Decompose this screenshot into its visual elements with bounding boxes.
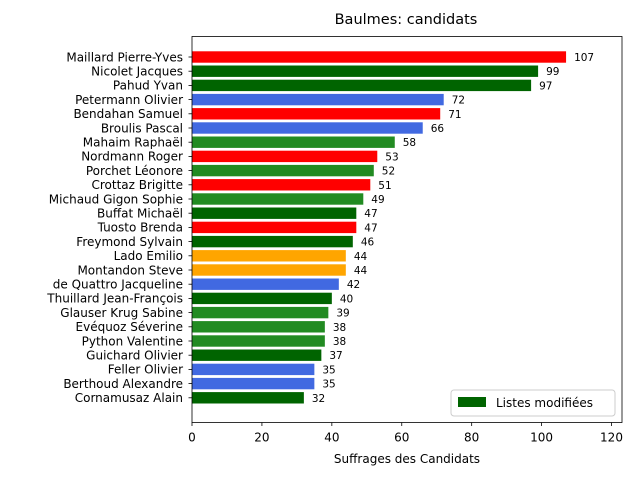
y-tick-label: Mahaim Raphaël	[83, 136, 183, 150]
plot-frame	[191, 36, 623, 423]
bar	[192, 264, 346, 276]
bar	[192, 164, 374, 177]
x-tick-label: 80	[464, 431, 479, 445]
bar	[192, 122, 423, 134]
legend-box	[450, 389, 616, 417]
x-tick-label: 100	[530, 431, 553, 445]
bar	[192, 278, 339, 290]
y-tick-label: Glauser Krug Sabine	[60, 306, 183, 320]
value-label: 37	[329, 350, 342, 362]
bar	[192, 93, 444, 106]
y-tick-label: Nicolet Jacques	[91, 65, 183, 79]
value-label: 35	[322, 364, 335, 376]
bar	[192, 207, 357, 219]
y-tick-label: Feller Olivier	[108, 363, 183, 377]
x-tick-label: 40	[324, 431, 339, 445]
bar	[192, 221, 357, 234]
bar	[192, 363, 315, 376]
bar	[192, 79, 532, 92]
bar	[192, 392, 304, 404]
bar	[192, 377, 315, 390]
value-label: 53	[385, 151, 398, 163]
bar	[192, 306, 329, 319]
legend-swatch	[458, 397, 486, 407]
bar	[192, 179, 371, 191]
bar	[192, 335, 325, 347]
y-tick-label: Evéquoz Séverine	[76, 320, 183, 334]
y-tick-label: Freymond Sylvain	[76, 235, 183, 249]
value-label: 32	[312, 393, 325, 405]
bar	[192, 193, 364, 205]
y-tick-label: Crottaz Brigitte	[91, 178, 183, 192]
y-tick-label: Berthoud Alexandre	[63, 377, 183, 391]
value-label: 49	[371, 194, 384, 206]
bar	[192, 292, 332, 305]
bar	[192, 150, 378, 163]
x-tick-label: 60	[394, 431, 409, 445]
legend-label: Listes modifiées	[496, 396, 593, 410]
x-tick-label: 0	[188, 431, 196, 445]
value-label: 39	[336, 308, 349, 320]
value-label: 47	[364, 208, 377, 220]
value-label: 44	[354, 265, 368, 277]
y-tick-label: Tuosto Brenda	[97, 221, 183, 235]
value-label: 51	[378, 180, 391, 192]
y-tick-label: Cornamusaz Alain	[75, 391, 183, 405]
value-label: 42	[347, 279, 360, 291]
y-tick-label: Lado Emilio	[114, 249, 183, 263]
value-label: 58	[403, 137, 416, 149]
value-label: 44	[354, 251, 368, 263]
y-tick-label: Montandon Steve	[77, 263, 183, 277]
bar	[192, 250, 346, 262]
value-label: 97	[539, 80, 552, 92]
bar	[192, 65, 539, 77]
value-label: 38	[333, 322, 346, 334]
y-tick-label: Petermann Olivier	[75, 93, 183, 107]
y-tick-label: Buffat Michaël	[97, 207, 183, 221]
value-label: 107	[574, 52, 594, 64]
y-tick-label: Nordmann Roger	[81, 150, 183, 164]
value-label: 47	[364, 222, 377, 234]
bar	[192, 136, 395, 148]
bar	[192, 349, 322, 361]
bar	[192, 321, 325, 333]
y-tick-label: Porchet Léonore	[86, 164, 183, 178]
y-tick-label: Thuillard Jean-François	[46, 292, 183, 306]
y-tick-label: Maillard Pierre-Yves	[66, 50, 183, 64]
value-label: 46	[361, 237, 375, 249]
y-tick-label: Broulis Pascal	[101, 121, 183, 135]
bar	[192, 51, 567, 63]
value-label: 35	[322, 379, 335, 391]
x-tick-label: 120	[600, 431, 623, 445]
bar	[192, 108, 441, 120]
y-tick-label: Python Valentine	[82, 334, 183, 348]
legend: Listes modifiées	[450, 389, 616, 417]
value-label: 38	[333, 336, 346, 348]
bar	[192, 235, 353, 248]
y-tick-label: Bendahan Samuel	[73, 107, 183, 121]
value-label: 52	[382, 166, 395, 178]
y-tick-label: de Quattro Jacqueline	[53, 278, 183, 292]
value-label: 99	[546, 66, 559, 78]
y-tick-label: Guichard Olivier	[86, 349, 183, 363]
chart-title: Baulmes: candidats	[335, 12, 478, 28]
value-label: 71	[448, 109, 461, 121]
bars-group	[192, 51, 567, 404]
x-axis-title: Suffrages des Candidats	[334, 452, 480, 466]
y-tick-label: Pahud Yvan	[113, 79, 183, 93]
y-tick-label: Michaud Gigon Sophie	[49, 192, 183, 206]
value-label: 40	[340, 293, 353, 305]
x-axis-ticks: 0 20 40 60 80 100 120	[188, 422, 623, 445]
x-tick-label: 20	[254, 431, 269, 445]
value-label: 72	[452, 95, 465, 107]
value-label: 66	[431, 123, 445, 135]
